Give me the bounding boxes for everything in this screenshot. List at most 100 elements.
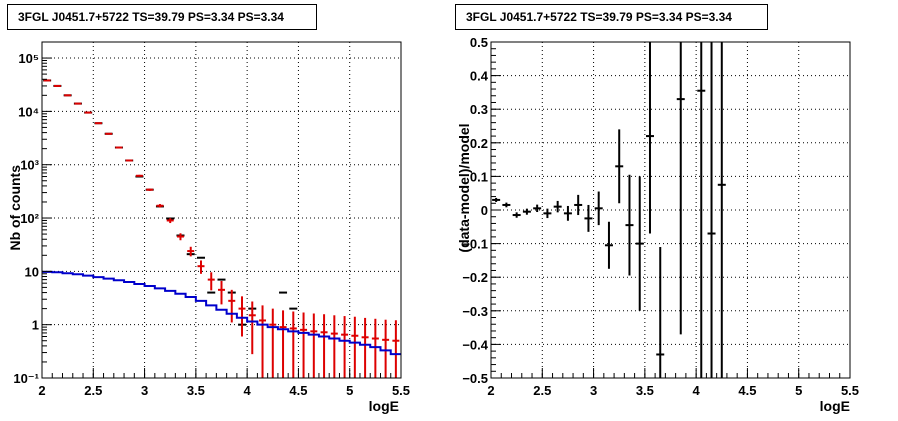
x-tick-label: 4	[693, 383, 701, 398]
data-point	[574, 194, 583, 216]
data-point	[94, 122, 102, 125]
data-point	[269, 308, 277, 378]
y-tick-label: −0.4	[462, 337, 488, 352]
chart-title: 3FGL J0451.7+5722 TS=39.79 PS=3.34 PS=3.…	[7, 4, 317, 30]
data-point	[330, 315, 338, 378]
data-point	[197, 260, 205, 274]
grid	[491, 42, 850, 378]
data-point	[289, 311, 297, 378]
y-tick-label: −0.1	[462, 237, 488, 252]
residual-panel: 2 2.5 3 3.5 4 4.5 5 5.5 −0.5 −0.4 −0.3 −0.2 −0.1 0 0.1…	[449, 0, 898, 421]
data-point	[615, 129, 624, 204]
axes: 2 2.5 3 3.5 4 4.5 5 5.5 −0.5 −0.4 −0.3 −0.2 −0.1 0 0.1…	[462, 35, 859, 398]
x-tick-label: 2	[38, 383, 45, 398]
x-tick-label: 3.5	[187, 383, 205, 398]
y-tick-label: −0.2	[462, 270, 488, 285]
data-point	[146, 188, 154, 191]
data-point	[533, 204, 542, 213]
data-point	[676, 42, 685, 335]
data-point	[522, 208, 531, 215]
x-axis-label: logE	[820, 398, 850, 414]
data-point	[341, 316, 349, 378]
y-tick-label: 0.2	[470, 136, 488, 151]
y-tick-label: 10⁴	[18, 104, 39, 119]
data-point	[310, 313, 318, 378]
grid	[42, 42, 401, 378]
data-point	[279, 310, 287, 378]
data-point	[382, 319, 390, 378]
counts-panel: 2 2.5 3 3.5 4 4.5 5 5.5 10⁻¹ 1 10 10² 10³ 10⁴ 10⁵ logE…	[7, 4, 410, 414]
y-tick-label: 1	[32, 318, 39, 333]
data-point	[166, 218, 174, 224]
y-tick-label: 0.5	[470, 35, 488, 50]
data-point	[228, 289, 236, 323]
data-point	[512, 212, 521, 218]
data-point	[156, 204, 164, 208]
chart-title: 3FGL J0451.7+5722 TS=39.79 PS=3.34 PS=3.…	[455, 4, 768, 30]
data-point	[502, 202, 511, 208]
plot-frame	[490, 41, 851, 379]
data-point	[492, 197, 501, 202]
data-point	[135, 174, 143, 177]
y-axis-label: (data-model)/model	[456, 123, 472, 252]
data-point	[656, 246, 665, 378]
counts-chart: 2 2.5 3 3.5 4 4.5 5 5.5 10⁻¹ 1 10 10² 10³ 10⁴ 10⁵ logE…	[7, 41, 410, 414]
data-point	[351, 316, 359, 378]
y-tick-label: 0	[481, 203, 488, 218]
y-tick-label: 10⁻¹	[13, 371, 39, 386]
data-point	[707, 42, 716, 378]
data-point	[300, 312, 308, 378]
data-point	[371, 318, 379, 378]
x-tick-label: 4	[244, 383, 252, 398]
data-point	[248, 301, 256, 355]
x-tick-label: 2.5	[84, 383, 102, 398]
data-point	[553, 200, 562, 213]
data-point	[218, 280, 225, 305]
data-point	[543, 208, 552, 219]
data-point	[563, 205, 572, 221]
x-tick-label: 4.5	[738, 383, 756, 398]
model-step-line	[42, 270, 401, 356]
data-point	[584, 204, 593, 232]
data-point	[125, 159, 133, 162]
y-tick-label: 10³	[20, 158, 39, 173]
y-tick-label: 10²	[20, 211, 39, 226]
axes: 2 2.5 3 3.5 4 4.5 5 5.5 10⁻¹ 1 10 10² 10³ 10⁴ 10⁵	[13, 41, 410, 398]
data-point	[187, 246, 195, 257]
x-tick-label: 5.5	[392, 383, 410, 398]
data-point	[594, 191, 603, 226]
y-tick-label: −0.5	[462, 371, 488, 386]
y-tick-label: 0.1	[470, 169, 488, 184]
x-axis-label: logE	[369, 398, 399, 414]
data-point	[625, 174, 634, 276]
x-tick-label: 3.5	[636, 383, 654, 398]
chart-marks	[492, 42, 726, 378]
data-point	[115, 146, 123, 149]
data-point	[105, 132, 113, 135]
data-point	[717, 42, 726, 378]
data-point	[238, 296, 246, 337]
residual-chart: 2 2.5 3 3.5 4 4.5 5 5.5 −0.5 −0.4 −0.3 −0.2 −0.1 0 0.1…	[456, 35, 859, 414]
x-tick-label: 2	[487, 383, 494, 398]
data-point	[635, 176, 644, 311]
chart-marks	[42, 79, 401, 378]
y-tick-label: 0.4	[470, 69, 489, 84]
data-point	[697, 42, 706, 378]
y-tick-label: 10⁵	[18, 51, 39, 66]
x-tick-label: 5	[346, 383, 353, 398]
x-tick-label: 2.5	[533, 383, 551, 398]
y-tick-label: 0.3	[470, 102, 488, 117]
x-tick-label: 3	[141, 383, 148, 398]
x-tick-label: 3	[590, 383, 597, 398]
y-axis-label: Nb of counts	[7, 165, 23, 251]
data-point	[176, 233, 184, 241]
y-tick-label: −0.3	[462, 304, 488, 319]
x-tick-label: 5	[795, 383, 802, 398]
data-point	[361, 317, 369, 378]
y-tick-label: 10	[25, 264, 39, 279]
data-point	[645, 42, 654, 234]
x-tick-label: 4.5	[289, 383, 307, 398]
data-point	[320, 314, 328, 378]
data-point	[207, 272, 215, 291]
data-point	[392, 320, 400, 378]
